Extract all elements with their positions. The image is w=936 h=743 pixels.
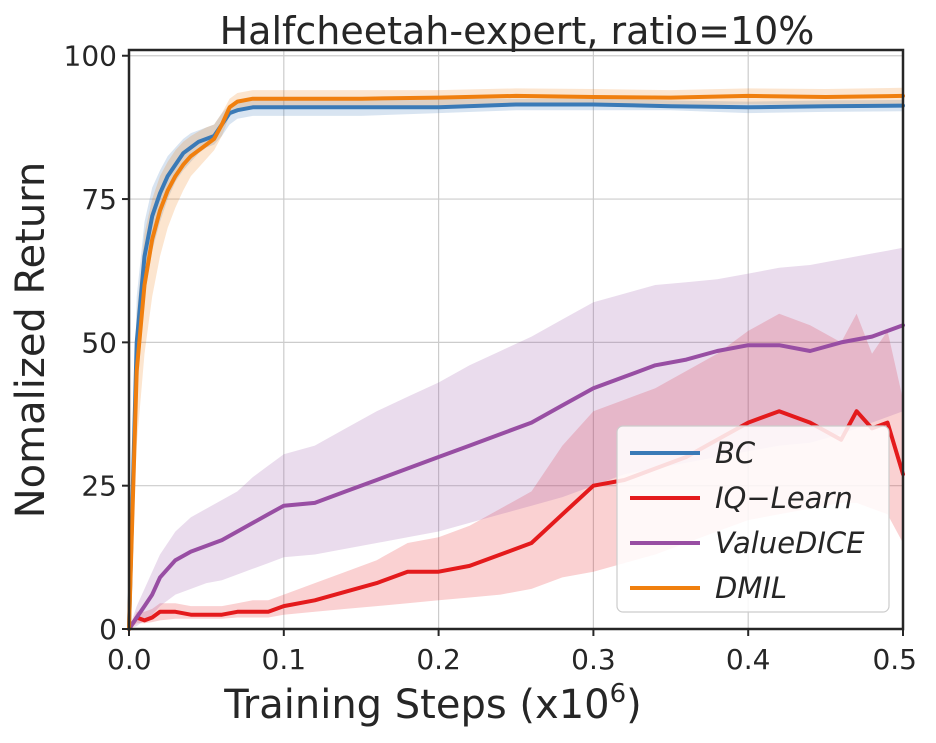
y-tick-label: 100 bbox=[64, 40, 117, 73]
legend: BC IQ−Learn ValueDICE DMIL bbox=[616, 425, 890, 613]
x-tick-label: 0.5 bbox=[872, 643, 917, 676]
legend-label-bc: BC bbox=[715, 436, 756, 470]
y-tick-label: 0 bbox=[99, 613, 117, 646]
line-bc bbox=[127, 102, 905, 631]
y-tick-label: 25 bbox=[81, 470, 117, 503]
series-lines bbox=[127, 93, 905, 631]
x-tick-label: 0.1 bbox=[262, 643, 307, 676]
x-tick-label: 0.0 bbox=[107, 643, 152, 676]
y-axis-ticks: 0 25 50 75 100 bbox=[64, 40, 129, 646]
plot-frame bbox=[127, 48, 905, 631]
band-iq-learn bbox=[129, 313, 903, 629]
confidence-bands bbox=[129, 87, 903, 630]
line-valuedice bbox=[127, 323, 905, 631]
legend-box bbox=[616, 425, 890, 613]
y-axis-label: Nomalized Return bbox=[8, 162, 54, 519]
legend-label-dmil: DMIL bbox=[715, 571, 787, 605]
legend-label-iq-learn: IQ−Learn bbox=[715, 481, 853, 515]
x-axis-label-exponent: 6 bbox=[610, 679, 627, 709]
x-axis-label-text: Training Steps (x10 bbox=[223, 682, 609, 728]
x-axis-label: Training Steps (x106) bbox=[223, 679, 642, 728]
x-tick-label: 0.3 bbox=[571, 643, 616, 676]
y-tick-label: 75 bbox=[81, 183, 117, 216]
x-axis-label-suffix: ) bbox=[626, 682, 642, 728]
x-tick-label: 0.2 bbox=[416, 643, 461, 676]
band-valuedice bbox=[129, 247, 903, 630]
legend-label-valuedice: ValueDICE bbox=[715, 526, 865, 560]
band-dmil bbox=[129, 87, 903, 630]
line-iq-learn bbox=[127, 409, 905, 631]
x-tick-label: 0.4 bbox=[726, 643, 771, 676]
grid bbox=[128, 50, 904, 630]
line-dmil bbox=[127, 93, 905, 631]
y-tick-label: 50 bbox=[81, 326, 117, 359]
chart-title: Halfcheetah-expert, ratio=10% bbox=[220, 9, 815, 53]
x-axis-ticks: 0.0 0.1 0.2 0.3 0.4 0.5 bbox=[107, 629, 917, 676]
